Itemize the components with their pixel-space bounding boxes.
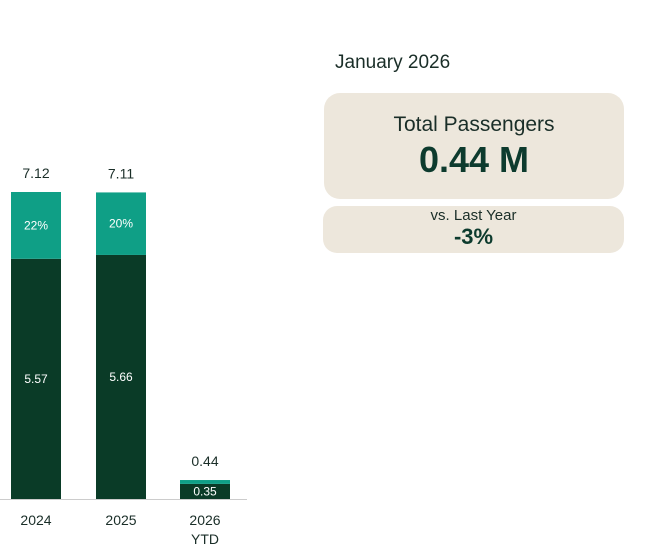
total-label-2: 0.44 bbox=[191, 453, 218, 469]
bar-base-2 bbox=[180, 483, 230, 499]
vs-last-year-value: -3% bbox=[453, 224, 494, 249]
total-label-1: 7.11 bbox=[108, 165, 134, 181]
passenger-bar-chart: 5.57 22% 7.12 2024 5.66 20% 7.11 2025 0.35 0.44 20… bbox=[0, 165, 247, 547]
bar-base-1 bbox=[96, 254, 146, 499]
base-segment-label-0: 5.57 bbox=[24, 372, 48, 386]
bar-base-0 bbox=[11, 258, 61, 499]
bar-top-0 bbox=[11, 192, 61, 259]
total-passengers-card: Total Passengers 0.44 M bbox=[324, 93, 624, 199]
total-passengers-value: 0.44 M bbox=[418, 139, 530, 180]
category-label-0: 2024 bbox=[20, 512, 51, 528]
total-passengers-title: Total Passengers bbox=[393, 113, 555, 136]
category-label-2-line-1: YTD bbox=[191, 531, 219, 547]
vs-last-year-title: vs. Last Year bbox=[430, 207, 517, 224]
category-label-2: 2026 bbox=[189, 512, 220, 528]
vs-last-year-card: vs. Last Year -3% bbox=[323, 206, 624, 253]
total-label-0: 7.12 bbox=[22, 165, 49, 181]
base-segment-label-1: 5.66 bbox=[109, 370, 133, 384]
category-label-1: 2025 bbox=[105, 512, 136, 528]
top-segment-label-1: 20% bbox=[109, 217, 133, 231]
bar-top-2 bbox=[180, 480, 230, 484]
period-label: January 2026 bbox=[335, 52, 451, 73]
bar-top-1 bbox=[96, 192, 146, 255]
top-segment-label-0: 22% bbox=[24, 218, 48, 232]
base-segment-label-2: 0.35 bbox=[193, 484, 217, 498]
